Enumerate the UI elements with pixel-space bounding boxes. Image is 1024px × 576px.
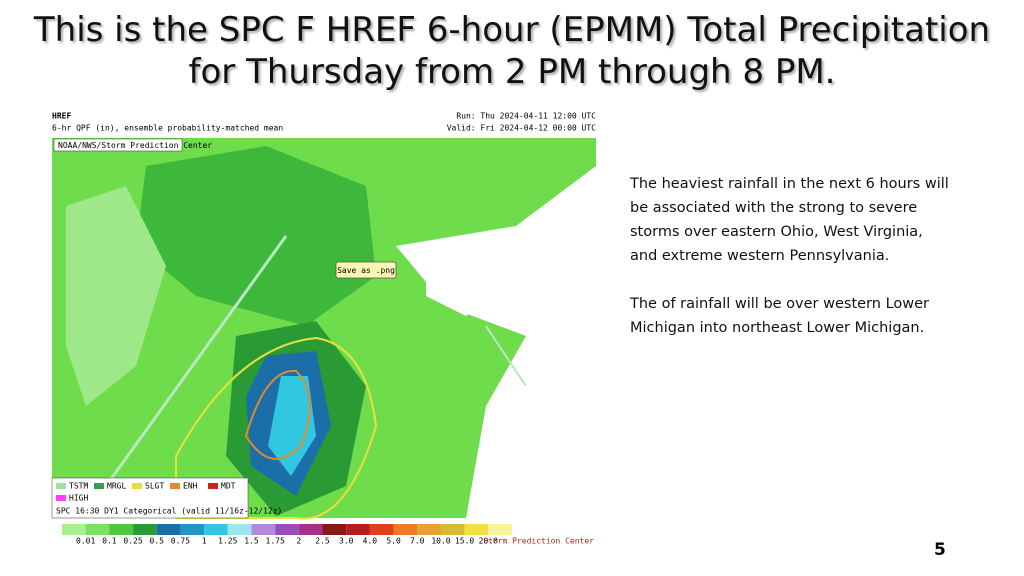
title: for Thursday from 2 PM through 8 PM. (188, 52, 836, 92)
scale-label: 7.0 (410, 537, 425, 546)
scale-label: 15.0 (455, 537, 474, 546)
scale-box (227, 524, 252, 535)
scale-box (369, 524, 394, 535)
scale-box (298, 524, 323, 535)
body-line: The of rainfall will be over western Low… (630, 296, 929, 312)
scale-box (133, 524, 157, 535)
legend-swatch (208, 483, 218, 489)
body-line: The heaviest rainfall in the next 6 hour… (630, 176, 949, 192)
legend-swatch (132, 483, 142, 489)
scale-box (322, 524, 347, 535)
legend-swatch (56, 483, 66, 489)
scale-label: 5.0 (386, 537, 401, 546)
scale-label: 4.0 (363, 537, 378, 546)
agency: NOAA/NWS/Storm Prediction Center (58, 141, 212, 150)
scale-box (417, 524, 441, 535)
scale-box (156, 524, 181, 535)
legend-label: TSTM (69, 482, 88, 491)
scale-box (393, 524, 418, 535)
model: HREF (52, 112, 71, 121)
scale-box (85, 524, 110, 535)
scale-label: 2 (296, 537, 301, 546)
title: This is the SPC F HREF 6-hour (EPMM) Tot… (33, 10, 991, 50)
scale-box (464, 524, 489, 535)
logo-text: Storm Prediction Center (483, 537, 594, 546)
scale-label: 0.75 (171, 537, 190, 546)
scale-label: 0.01 (76, 537, 95, 546)
body-line: storms over eastern Ohio, West Virginia, (630, 224, 923, 240)
legend-label: SLGT (145, 482, 164, 491)
scale-box (109, 524, 134, 535)
scale-label: 0.5 (150, 537, 165, 546)
tooltip: Save as .png (337, 266, 395, 275)
scale-label: 2.5 (315, 537, 330, 546)
scale-label: 20.0 (479, 537, 498, 546)
scale-label: 1.5 (244, 537, 259, 546)
body-line: be associated with the strong to severe (630, 200, 918, 216)
scale-label: 10.0 (431, 537, 450, 546)
map-area: NOAA/NWS/Storm Prediction Center Save as… (51, 138, 596, 520)
scale-label: 1.75 (266, 537, 285, 546)
legend-swatch (170, 483, 180, 489)
legend-caption: SPC 16:30 DY1 Categorical (valid 11/16z-… (56, 507, 282, 516)
legend-swatch (94, 483, 104, 489)
scale-label: 1.25 (218, 537, 237, 546)
legend-swatch (56, 495, 66, 501)
scale-label: 1 (202, 537, 207, 546)
scale-label: 3.0 (339, 537, 354, 546)
run: Run: Thu 2024-04-11 12:00 UTC (456, 112, 596, 121)
legend-label: MRGL (107, 482, 126, 491)
scale-box (62, 524, 86, 535)
slide-number: 5 (934, 540, 946, 560)
scale-box (440, 524, 465, 535)
scale-box (204, 524, 228, 535)
scale-label: 0.25 (123, 537, 142, 546)
valid: Valid: Fri 2024-04-12 00:00 UTC (447, 124, 596, 133)
legend-label: MDT (221, 482, 236, 491)
body-line: and extreme western Pennsylvania. (630, 248, 890, 264)
scale-box (275, 524, 299, 535)
legend-label: ENH (183, 482, 198, 491)
scale-box (346, 524, 370, 535)
map-image: HREF 6-hr QPF (in), ensemble probability… (46, 106, 606, 548)
legend-label: HIGH (69, 494, 88, 503)
scale-label: 0.1 (102, 537, 117, 546)
product: 6-hr QPF (in), ensemble probability-matc… (52, 124, 283, 133)
body-line: Michigan into northeast Lower Michigan. (630, 320, 925, 336)
scale-box (251, 524, 276, 535)
scale-box (180, 524, 205, 535)
scale-box (488, 524, 512, 535)
